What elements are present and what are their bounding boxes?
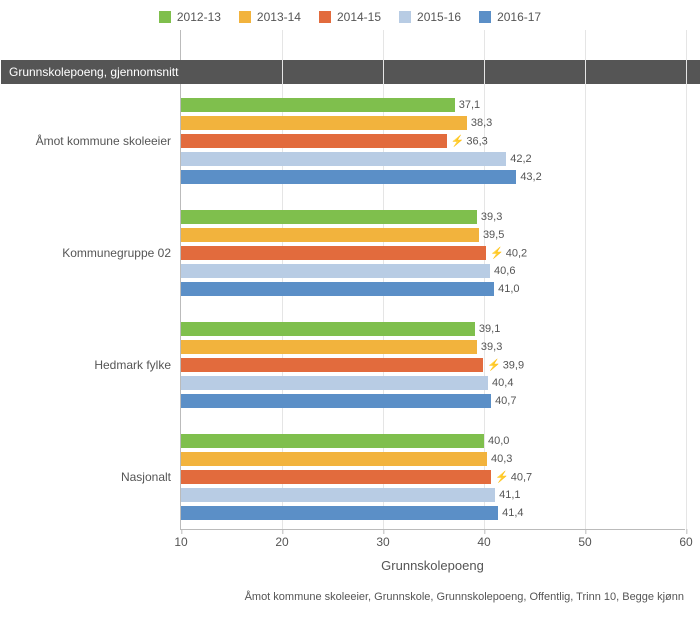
bar-value-label: 40,0 <box>484 435 509 447</box>
flag-icon: ⚡ <box>490 248 504 260</box>
bar: ⚡36,3 <box>181 134 447 148</box>
legend-swatch <box>239 11 251 23</box>
bar-value-label: 42,2 <box>506 153 531 165</box>
bar-value-label: 43,2 <box>516 171 541 183</box>
bar-value-label: 39,5 <box>479 229 504 241</box>
legend-item: 2015-16 <box>399 10 461 24</box>
footnote: Åmot kommune skoleeier, Grunnskole, Grun… <box>0 573 700 603</box>
x-tick: 30 <box>376 529 389 549</box>
category-label: Hedmark fylke <box>6 358 171 372</box>
legend-item: 2012-13 <box>159 10 221 24</box>
legend-swatch <box>399 11 411 23</box>
bar: ⚡39,9 <box>181 358 483 372</box>
bar: 41,1 <box>181 488 495 502</box>
bar: 37,1 <box>181 98 455 112</box>
x-tick: 40 <box>477 529 490 549</box>
bar: 39,3 <box>181 340 477 354</box>
bar-value-label: 40,7 <box>491 395 516 407</box>
bar: 39,5 <box>181 228 479 242</box>
bar-value-label: ⚡40,2 <box>486 247 527 260</box>
bar-value-label: 38,3 <box>467 117 492 129</box>
x-tick: 10 <box>174 529 187 549</box>
bar-value-label: 39,3 <box>477 341 502 353</box>
bar: 40,6 <box>181 264 490 278</box>
legend-swatch <box>159 11 171 23</box>
plot-area: Grunnskolepoeng, gjennomsnitt 1020304050… <box>180 30 685 530</box>
legend-swatch <box>319 11 331 23</box>
category-group: Åmot kommune skoleeier37,138,3⚡36,342,24… <box>181 98 685 184</box>
bar: 40,4 <box>181 376 488 390</box>
gridline <box>686 30 687 529</box>
legend-label: 2014-15 <box>337 10 381 24</box>
bar-value-label: 39,1 <box>475 323 500 335</box>
bar-value-label: ⚡36,3 <box>447 135 488 148</box>
x-tick: 20 <box>275 529 288 549</box>
legend-item: 2016-17 <box>479 10 541 24</box>
legend: 2012-13 2013-14 2014-15 2015-16 2016-17 <box>0 0 700 30</box>
chart-container: 2012-13 2013-14 2014-15 2015-16 2016-17 Grun… <box>0 0 700 622</box>
legend-label: 2016-17 <box>497 10 541 24</box>
x-axis-label: Grunnskolepoeng <box>180 558 685 573</box>
bar-value-label: ⚡40,7 <box>491 471 532 484</box>
bar-value-label: 40,4 <box>488 377 513 389</box>
bar: 40,7 <box>181 394 491 408</box>
legend-item: 2013-14 <box>239 10 301 24</box>
bar: ⚡40,7 <box>181 470 491 484</box>
flag-icon: ⚡ <box>495 472 509 484</box>
x-tick: 50 <box>578 529 591 549</box>
bar-value-label: 37,1 <box>455 99 480 111</box>
bar-value-label: 41,1 <box>495 489 520 501</box>
category-label: Nasjonalt <box>6 470 171 484</box>
section-title: Grunnskolepoeng, gjennomsnitt <box>1 60 700 84</box>
legend-label: 2012-13 <box>177 10 221 24</box>
category-group: Nasjonalt40,040,3⚡40,741,141,4 <box>181 434 685 520</box>
category-group: Kommunegruppe 0239,339,5⚡40,240,641,0 <box>181 210 685 296</box>
legend-label: 2013-14 <box>257 10 301 24</box>
bar-value-label: 40,6 <box>490 265 515 277</box>
category-group: Hedmark fylke39,139,3⚡39,940,440,7 <box>181 322 685 408</box>
bar-value-label: 39,3 <box>477 211 502 223</box>
flag-icon: ⚡ <box>451 136 465 148</box>
bar: 39,1 <box>181 322 475 336</box>
bar: 43,2 <box>181 170 516 184</box>
bar: 40,0 <box>181 434 484 448</box>
bar: 40,3 <box>181 452 487 466</box>
bar: 41,0 <box>181 282 494 296</box>
bar-value-label: 41,0 <box>494 283 519 295</box>
bar-value-label: 40,3 <box>487 453 512 465</box>
bar: 42,2 <box>181 152 506 166</box>
bar: ⚡40,2 <box>181 246 486 260</box>
bar: 41,4 <box>181 506 498 520</box>
legend-label: 2015-16 <box>417 10 461 24</box>
flag-icon: ⚡ <box>487 360 501 372</box>
bar: 38,3 <box>181 116 467 130</box>
category-label: Kommunegruppe 02 <box>6 246 171 260</box>
x-tick: 60 <box>679 529 692 549</box>
legend-item: 2014-15 <box>319 10 381 24</box>
legend-swatch <box>479 11 491 23</box>
bar-value-label: ⚡39,9 <box>483 359 524 372</box>
bar: 39,3 <box>181 210 477 224</box>
bar-value-label: 41,4 <box>498 507 523 519</box>
category-label: Åmot kommune skoleeier <box>6 134 171 148</box>
